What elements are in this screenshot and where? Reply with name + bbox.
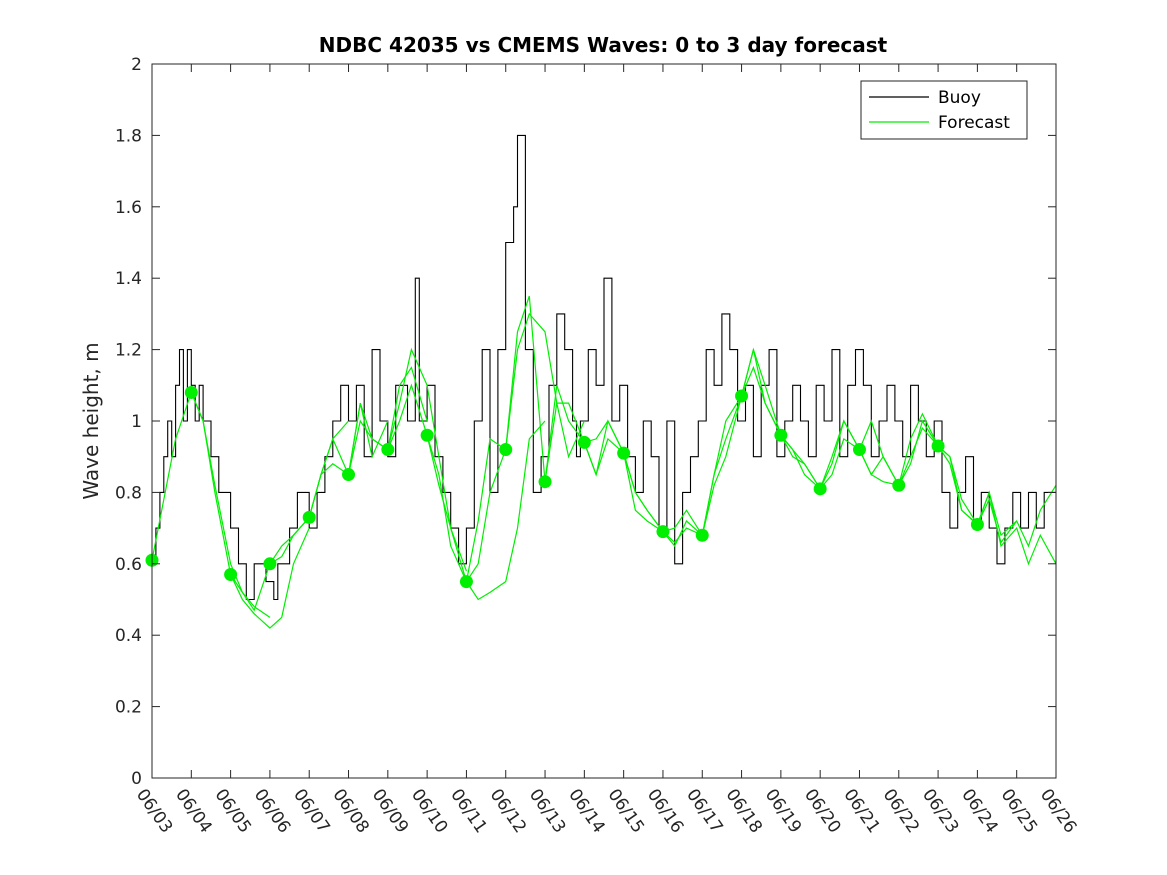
forecast-line	[701, 365, 821, 536]
forecast-start-point	[931, 439, 945, 453]
forecast-start-point	[852, 443, 866, 457]
forecast-start-point	[577, 435, 591, 449]
y-tick-label: 0	[131, 769, 142, 789]
forecast-start-point	[342, 468, 356, 482]
y-tick-label: 0.2	[115, 698, 142, 718]
forecast-line	[623, 395, 743, 544]
forecast-line	[426, 420, 546, 601]
y-tick-label: 0.8	[115, 483, 142, 503]
forecast-line	[387, 383, 507, 583]
forecast-start-point	[892, 478, 906, 492]
y-tick-label: 2	[131, 55, 142, 75]
y-tick-label: 1.4	[115, 269, 142, 289]
forecast-line	[780, 419, 899, 491]
forecast-line	[584, 419, 703, 548]
forecast-start-point	[656, 525, 670, 539]
forecast-start-point	[420, 428, 434, 442]
y-tick-label: 0.4	[115, 626, 142, 646]
forecast-start-point	[538, 475, 552, 489]
forecast-line	[741, 349, 860, 490]
plot-area	[152, 64, 1056, 778]
forecast-start-point	[224, 568, 238, 582]
legend-forecast-label: Forecast	[938, 113, 1010, 133]
buoy-line	[152, 134, 1056, 601]
forecast-start-point	[459, 575, 473, 589]
forecast-series	[151, 295, 1057, 629]
forecast-start-point	[813, 482, 827, 496]
forecast-line	[976, 490, 1057, 566]
y-tick-label: 1.2	[115, 341, 142, 361]
legend: Buoy Forecast	[860, 80, 1028, 140]
forecast-line	[662, 347, 782, 537]
y-tick-label: 1.8	[115, 126, 142, 146]
y-axis: 0 0.2 0.4 0.6 0.8 1 1.2 1.4 1.6 1.8 2	[115, 55, 1056, 789]
forecast-line	[858, 419, 978, 525]
y-tick-label: 1	[131, 412, 142, 432]
y-axis-label: Wave height, m	[79, 342, 103, 499]
forecast-start-point	[263, 557, 277, 571]
forecast-line	[190, 392, 310, 629]
forecast-start-point	[617, 446, 631, 460]
forecast-start-point	[774, 428, 788, 442]
y-tick-label: 0.6	[115, 555, 142, 575]
forecast-start-point	[735, 389, 749, 403]
forecast-line	[347, 347, 467, 572]
legend-box	[860, 80, 1028, 140]
forecast-start-point	[302, 510, 316, 524]
forecast-start-point	[381, 443, 395, 457]
forecast-line	[937, 445, 1057, 548]
legend-buoy-label: Buoy	[938, 88, 981, 108]
forecast-start-point	[970, 518, 984, 532]
chart-title: NDBC 42035 vs CMEMS Waves: 0 to 3 day fo…	[319, 33, 888, 57]
forecast-start-point	[499, 443, 513, 457]
y-tick-label: 1.6	[115, 198, 142, 218]
buoy-series	[152, 134, 1056, 601]
forecast-line	[465, 312, 585, 582]
forecast-start-point	[184, 385, 198, 399]
forecast-start-point	[695, 528, 709, 542]
